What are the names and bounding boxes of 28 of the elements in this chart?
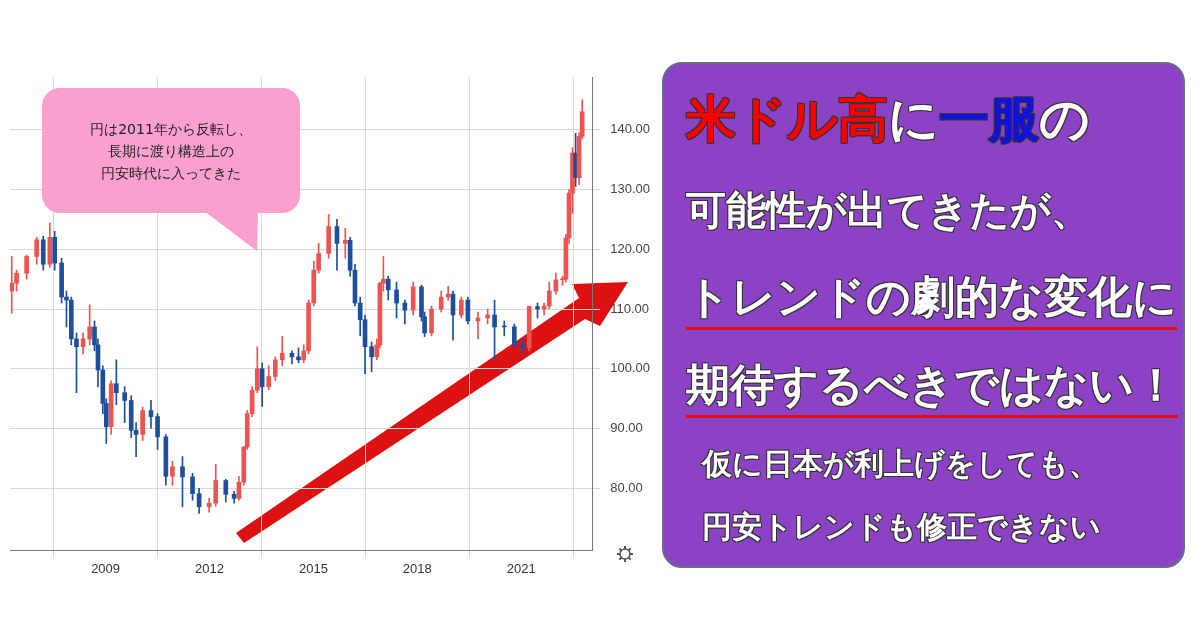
- x-tick-label: 2018: [402, 560, 432, 576]
- text: 円安トレンドも修正できない: [702, 508, 1101, 546]
- x-tick-label: 2009: [91, 560, 121, 576]
- y-tick-label: 130.00: [610, 181, 650, 197]
- candlestick: [342, 228, 348, 259]
- y-tick-label: 90.00: [610, 420, 643, 436]
- x-tick-label: 2012: [195, 560, 224, 576]
- candlestick: [279, 336, 285, 367]
- y-tick-label: 110.00: [610, 300, 650, 316]
- text: 米ドル高: [686, 89, 888, 150]
- x-tick-label: 2021: [506, 560, 536, 576]
- y-tick-label: 100.00: [610, 360, 650, 376]
- candlestick: [10, 256, 15, 314]
- annotation: 長期に渡り構造上の: [108, 141, 234, 161]
- annotation: 円は2011年から反転し、: [90, 119, 252, 139]
- candlestick: [148, 400, 154, 429]
- y-tick-label: 140.00: [610, 121, 650, 137]
- y-tick-label: 80.00: [610, 479, 643, 495]
- annotation: 円安時代に入ってきた: [101, 163, 241, 183]
- text: 仮に日本が利上げをしても、: [702, 445, 1099, 483]
- text: に: [888, 89, 939, 150]
- text: 期待するべきではない！: [686, 356, 1178, 415]
- text: 一服: [939, 89, 1039, 150]
- text: トレンドの劇的な変化に: [686, 268, 1177, 327]
- x-tick-label: 2015: [298, 560, 328, 576]
- text: の: [1039, 89, 1090, 150]
- y-tick-label: 120.00: [610, 240, 650, 256]
- text: 可能性が出てきたが、: [686, 186, 1091, 235]
